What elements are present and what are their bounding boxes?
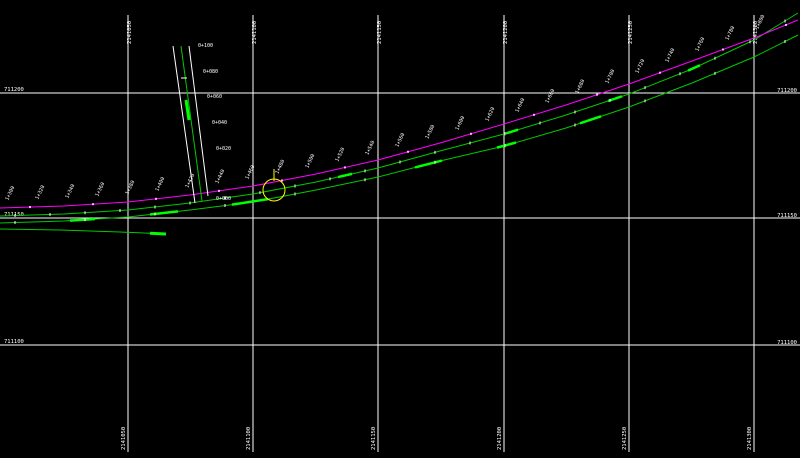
station-label: 1+700 bbox=[604, 69, 616, 85]
grid-easting-label-bottom: 2141100 bbox=[246, 427, 252, 450]
centerline-vertex-dot bbox=[785, 23, 787, 26]
edge-highlight-segment bbox=[231, 197, 269, 206]
junction-station-label: 0+000 bbox=[216, 196, 231, 202]
station-label: 1+740 bbox=[664, 47, 676, 63]
grid-easting-label-bottom: 2141250 bbox=[622, 427, 628, 450]
grid-northing-label-left: 711150 bbox=[4, 212, 24, 218]
edge-highlight-segment bbox=[579, 115, 602, 125]
grid-easting-label-bottom: 2141150 bbox=[371, 427, 377, 450]
centerline-vertex-dot bbox=[470, 132, 472, 135]
station-label: 1+660 bbox=[544, 88, 556, 104]
station-label: 1+600 bbox=[454, 115, 466, 131]
station-label: 1+460 bbox=[244, 164, 256, 180]
grid-northing-label-right: 711100 bbox=[777, 340, 797, 346]
station-label: 1+680 bbox=[574, 79, 586, 95]
station-label: 1+400 bbox=[154, 176, 166, 192]
grid-easting-label-top: 2141250 bbox=[628, 21, 634, 44]
side-road-highlight bbox=[184, 99, 191, 121]
station-label: 1+420 bbox=[184, 173, 196, 189]
centerline-vertex-dot bbox=[596, 93, 598, 96]
main-road-alignment bbox=[0, 12, 799, 236]
road-spur-highlight bbox=[149, 231, 167, 236]
grid-easting-label-top: 2141100 bbox=[252, 21, 258, 44]
station-label: 1+760 bbox=[694, 36, 706, 52]
grid-easting-label-top: 2141150 bbox=[377, 21, 383, 44]
station-label: 1+620 bbox=[484, 106, 496, 122]
station-label: 1+380 bbox=[124, 180, 136, 196]
edge-highlight-segment bbox=[505, 128, 519, 135]
road-edge-lower bbox=[0, 34, 799, 224]
station-label: 1+440 bbox=[214, 169, 226, 185]
side-road-station-label: 0+080 bbox=[203, 69, 218, 75]
station-label: 1+780 bbox=[724, 25, 736, 41]
station-label: 1+580 bbox=[424, 124, 436, 140]
side-road-edge bbox=[188, 45, 209, 197]
centerline-vertex-dot bbox=[344, 166, 346, 169]
grid-easting-label-bottom: 2141300 bbox=[747, 427, 753, 450]
station-label: 1+800 bbox=[754, 14, 766, 30]
edge-highlight-segment bbox=[149, 210, 179, 216]
station-label: 1+340 bbox=[64, 183, 76, 199]
centerline-vertex-dot bbox=[155, 197, 157, 200]
centerline-vertex-dot bbox=[533, 113, 535, 116]
side-road-station-label: 0+040 bbox=[212, 120, 227, 126]
station-label: 1+520 bbox=[334, 147, 346, 163]
station-label: 1+560 bbox=[394, 132, 406, 148]
side-road: 0+100 0+080 0+060 0+040 0+020 0+000 bbox=[172, 43, 231, 204]
grid-easting-label-top: 2141050 bbox=[127, 21, 133, 44]
grid-easting-label-top: 2141200 bbox=[503, 21, 509, 44]
grid-northing-label-right: 711150 bbox=[777, 213, 797, 219]
side-road-station-label: 0+020 bbox=[216, 146, 231, 152]
station-label: 1+480 bbox=[274, 159, 286, 175]
centerline-vertex-dot bbox=[659, 71, 661, 74]
grid-northing-label-left: 711200 bbox=[4, 87, 24, 93]
side-road-edge bbox=[172, 45, 196, 204]
side-road-centerline bbox=[180, 45, 203, 202]
centerline-vertex-dot bbox=[407, 150, 409, 153]
grid-northing-label-right: 711200 bbox=[777, 88, 797, 94]
centerline-vertex-dot bbox=[722, 48, 724, 51]
road-spur bbox=[0, 228, 167, 235]
centerline-vertex-dot bbox=[92, 203, 94, 206]
station-labels: 1+300 1+320 1+340 1+360 1+380 1+400 1+420 1+440… bbox=[4, 14, 766, 202]
station-label: 1+500 bbox=[304, 153, 316, 169]
edge-highlight-segment bbox=[337, 172, 353, 179]
centerline-vertex-dot bbox=[29, 206, 31, 209]
station-label: 1+720 bbox=[634, 58, 646, 74]
side-road-station-label: 0+060 bbox=[207, 94, 222, 100]
junction-circle-marker bbox=[262, 169, 286, 202]
road-centerline bbox=[0, 19, 799, 209]
station-label: 1+360 bbox=[94, 182, 106, 198]
centerline-vertex-dot bbox=[218, 189, 220, 192]
road-edge-upper bbox=[0, 12, 799, 217]
grid-coordinate-labels: 2141050 2141050 2141100 2141100 2141150 21411… bbox=[4, 21, 797, 450]
centerline-vertex-dot bbox=[281, 179, 283, 182]
edge-highlight-segment bbox=[687, 64, 701, 72]
grid-easting-label-top: 2141300 bbox=[753, 21, 759, 44]
station-label: 1+300 bbox=[4, 185, 16, 201]
grid-easting-label-bottom: 2141050 bbox=[121, 427, 127, 450]
edge-highlight-segment bbox=[496, 141, 517, 149]
edge-highlight-segment bbox=[69, 217, 96, 222]
station-label: 1+540 bbox=[364, 140, 376, 156]
grid-northing-label-left: 711100 bbox=[4, 339, 24, 345]
station-label: 1+320 bbox=[34, 185, 46, 201]
grid-easting-label-bottom: 2141200 bbox=[497, 427, 503, 450]
coordinate-grid bbox=[0, 15, 800, 452]
side-road-station-label: 0+100 bbox=[198, 43, 213, 49]
edge-highlight-segment bbox=[414, 159, 443, 169]
station-label: 1+640 bbox=[514, 97, 526, 113]
